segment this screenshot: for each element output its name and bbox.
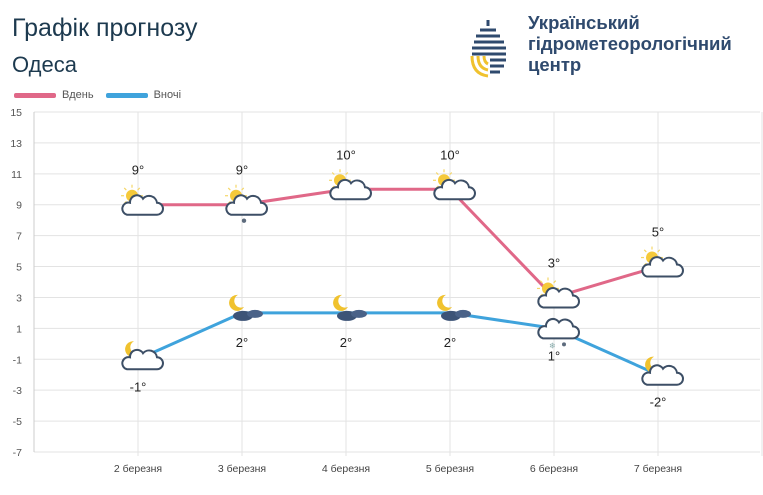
y-tick-label: -7 [13, 447, 22, 459]
sun-ray [449, 172, 453, 176]
moon-cloud-icon [641, 356, 684, 386]
data-label: 10° [336, 147, 356, 162]
moon-dark-clouds-icon [333, 294, 367, 321]
cloud-shape [641, 364, 684, 386]
y-tick-label: -1 [13, 354, 22, 366]
moon-shape [437, 294, 452, 311]
y-tick-label: 11 [11, 169, 22, 181]
cloud-sleet-icon: ❄ [537, 318, 580, 350]
org-line: центр [528, 54, 582, 75]
y-tick-label: 1 [16, 323, 22, 335]
rain-drop [241, 218, 247, 223]
data-label: 9° [236, 163, 248, 178]
page-title: Графік прогнозу [12, 14, 198, 42]
series-line-day [138, 187, 659, 300]
org-line: гідрометеорологічний [528, 33, 732, 54]
sun-cloud-icon [537, 277, 580, 309]
sun-cloud-icon [641, 246, 684, 278]
sun-ray [137, 187, 141, 191]
moon-shape [229, 294, 244, 311]
moon-cloud-icon [121, 341, 164, 371]
dark-cloud [351, 309, 367, 318]
sun-ray [643, 249, 647, 253]
sun-ray [331, 172, 335, 176]
moon-shape [645, 356, 660, 373]
series-line-night [137, 311, 659, 377]
moon-shape [333, 294, 348, 311]
moon-shape [125, 341, 140, 358]
dark-cloud [247, 309, 263, 318]
y-tick-label: -5 [13, 416, 22, 428]
sun-ray [241, 187, 245, 191]
x-tick-label: 4 березня [322, 463, 370, 475]
sun-ray [123, 187, 127, 191]
data-label: -2° [650, 395, 667, 410]
org-name: Український гідрометеорологічний центр [528, 12, 732, 75]
y-tick-label: 7 [16, 231, 22, 243]
data-label: 9° [132, 163, 144, 178]
sun-ray [227, 187, 231, 191]
data-label: -1° [130, 379, 147, 394]
cloud-shape [225, 194, 268, 216]
sun-cloud-icon [329, 169, 372, 201]
x-tick-label: 6 березня [530, 463, 578, 475]
legend-swatch-night [105, 92, 148, 98]
moon-dark-clouds-icon [229, 294, 263, 321]
data-label: 2° [444, 335, 456, 350]
y-tick-label: -3 [13, 385, 22, 397]
dark-cloud [455, 309, 471, 318]
y-tick-label: 15 [10, 107, 22, 119]
sun-cloud-icon [433, 169, 476, 201]
x-tick-label: 3 березня [218, 463, 266, 475]
data-label: 5° [652, 225, 664, 240]
y-tick-label: 3 [16, 292, 22, 304]
x-tick-label: 7 березня [634, 463, 682, 475]
legend: Вдень Вночі [14, 89, 181, 101]
sun-ray [553, 280, 557, 284]
city-name: Одеса [12, 52, 77, 77]
sun-ray [345, 172, 349, 176]
cloud-shape [537, 318, 580, 340]
y-tick-label: 13 [10, 138, 22, 150]
ukrhydromet-logo [470, 20, 506, 78]
data-label: 2° [236, 335, 248, 350]
snowflake: ❄ [549, 341, 556, 350]
data-label: 10° [440, 147, 460, 162]
cloud-shape [537, 287, 580, 309]
data-label: 2° [340, 335, 352, 350]
legend-label-day[interactable]: Вдень [62, 89, 94, 101]
x-tick-label: 5 березня [426, 463, 474, 475]
cloud-shape [641, 256, 684, 278]
y-tick-label: 9 [16, 200, 22, 212]
cloud-shape [121, 194, 164, 216]
legend-swatch-day [14, 92, 56, 98]
data-label: 1° [548, 348, 560, 363]
cloud-shape [433, 178, 476, 201]
sun-cloud-rain-icon [225, 184, 268, 223]
sun-ray [539, 280, 543, 284]
cloud-shape [121, 348, 164, 371]
legend-label-night[interactable]: Вночі [153, 89, 182, 101]
data-label: 3° [548, 255, 560, 270]
x-tick-label: 2 березня [114, 463, 162, 475]
sun-ray [435, 172, 439, 176]
y-tick-label: 5 [16, 262, 22, 274]
sun-ray [657, 249, 661, 253]
rain-drop [562, 342, 566, 347]
sun-cloud-icon [121, 184, 164, 216]
org-line: Український [528, 12, 640, 33]
moon-dark-clouds-icon [437, 294, 471, 321]
cloud-shape [329, 178, 372, 201]
